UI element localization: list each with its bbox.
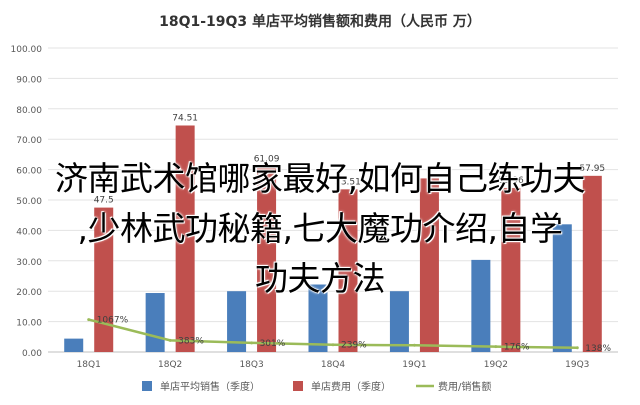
ratio-line — [87, 318, 579, 350]
ratio-point — [575, 346, 579, 350]
ratio-label: 301% — [260, 339, 286, 349]
bar — [582, 175, 602, 352]
y-tick-label: 90.00 — [16, 75, 42, 85]
ratio-label: 176% — [504, 343, 530, 353]
y-tick-label: 100.00 — [11, 45, 43, 55]
ratio-point — [331, 343, 335, 347]
bar — [308, 284, 328, 352]
ratio-label: 138% — [585, 344, 611, 354]
legend-label: 费用/销售额 — [438, 380, 491, 393]
bar-value-label: 74.51 — [172, 113, 198, 123]
ratio-label: 383% — [178, 336, 204, 346]
x-axis: 18Q1 18Q2 18Q3 18Q4 19Q1 19Q2 19Q3 — [77, 360, 590, 370]
y-tick-label: 80.00 — [16, 106, 42, 116]
bar — [94, 207, 114, 352]
ratio-point — [412, 343, 416, 347]
data-labels: 47.5 74.51 61.09 53.51 53.96 57.95 1067% 383% 30… — [94, 113, 612, 353]
legend-swatch — [293, 381, 303, 391]
grid-lines — [48, 47, 618, 353]
x-tick-label: 19Q1 — [402, 360, 426, 370]
y-axis: 0.00 10.00 20.00 30.00 40.00 50.00 60.00 70.00 8… — [11, 45, 43, 359]
ratio-point — [87, 318, 91, 322]
bar — [501, 187, 521, 352]
legend-label: 单店费用（季度） — [311, 380, 391, 393]
bar — [419, 178, 439, 352]
legend: 单店平均销售（季度） 单店费用（季度） 费用/销售额 — [142, 380, 491, 393]
bar-value-label: 53.51 — [335, 177, 361, 187]
bar — [145, 293, 165, 352]
bar — [389, 291, 409, 352]
ratio-point — [250, 341, 254, 345]
y-tick-label: 10.00 — [16, 319, 42, 329]
bar-value-label: 53.96 — [498, 176, 524, 186]
x-tick-label: 18Q3 — [239, 360, 263, 370]
x-tick-label: 18Q2 — [158, 360, 182, 370]
y-tick-label: 70.00 — [16, 136, 42, 146]
x-tick-label: 19Q2 — [484, 360, 508, 370]
y-tick-label: 40.00 — [16, 227, 42, 237]
y-tick-label: 20.00 — [16, 288, 42, 298]
y-tick-label: 60.00 — [16, 167, 42, 177]
y-tick-label: 50.00 — [16, 197, 42, 207]
bars — [64, 125, 602, 353]
legend-label: 单店平均销售（季度） — [160, 380, 260, 393]
x-tick-label: 18Q4 — [321, 360, 346, 370]
bar — [257, 166, 277, 352]
bar — [64, 338, 84, 352]
bar-value-label: 61.09 — [254, 154, 280, 164]
x-tick-label: 19Q3 — [565, 360, 589, 370]
x-tick-label: 18Q1 — [77, 360, 101, 370]
bar — [338, 189, 358, 352]
bar — [175, 125, 195, 353]
bar-value-label: 57.95 — [579, 164, 605, 174]
ratio-label: 239% — [341, 341, 367, 351]
y-tick-label: 30.00 — [16, 258, 42, 268]
bar-value-label: 47.5 — [94, 196, 114, 206]
bar — [471, 259, 491, 352]
chart-title: 18Q1-19Q3 单店平均销售额和费用（人民币 万） — [159, 13, 481, 30]
bar — [552, 224, 572, 352]
ratio-point — [168, 338, 172, 342]
ratio-point — [494, 345, 498, 349]
ratio-label: 1067% — [97, 316, 129, 326]
legend-swatch — [142, 381, 152, 391]
bar — [227, 291, 247, 352]
y-tick-label: 0.00 — [22, 349, 42, 359]
